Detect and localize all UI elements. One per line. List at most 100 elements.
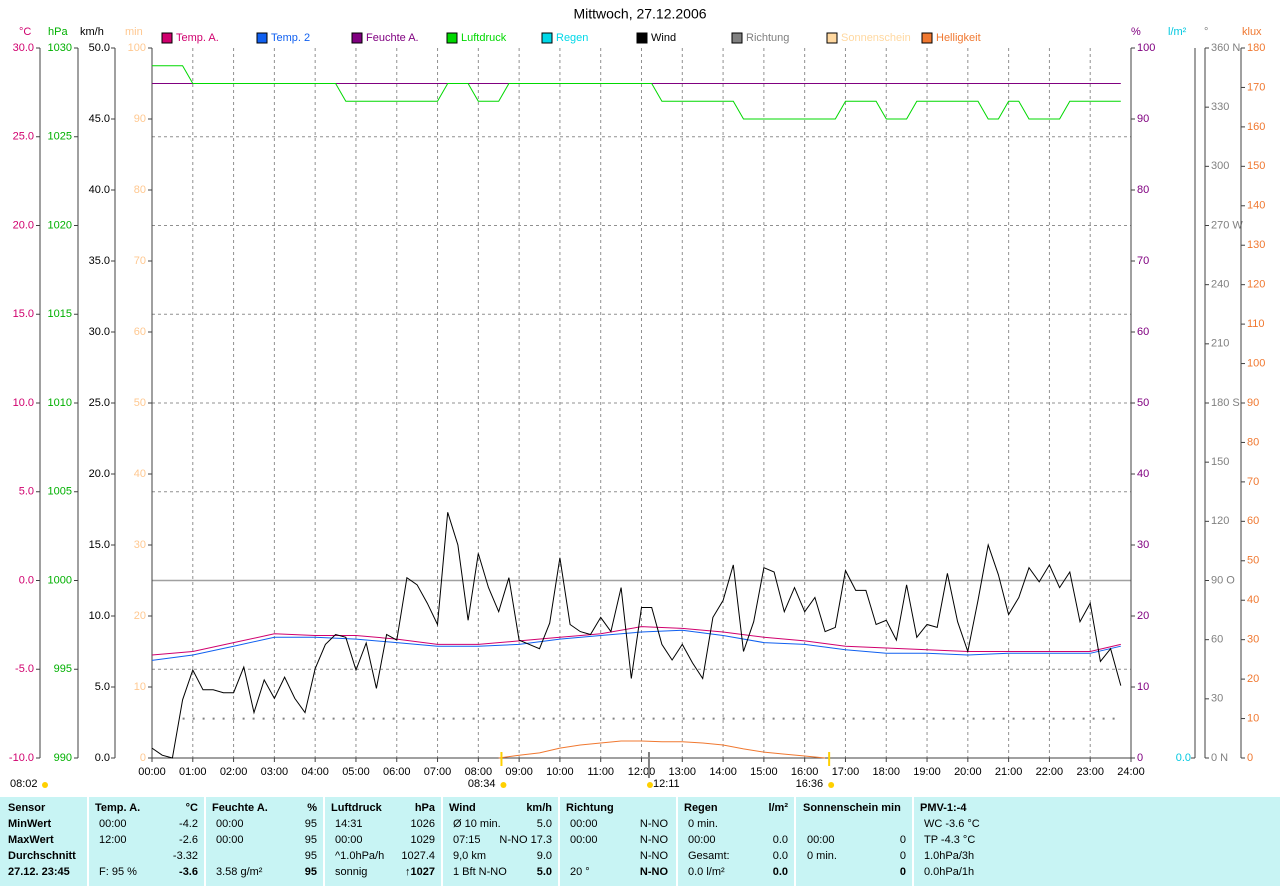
sun-label: 08:34 <box>468 778 496 790</box>
cell-left: 00:00 <box>807 834 835 846</box>
x-tick-label: 12:00 <box>628 766 656 778</box>
series-line <box>498 740 826 759</box>
cell-right: -3.6 <box>179 866 198 878</box>
y-tick-label: 20 <box>1137 610 1149 622</box>
cell-left: 0.0 l/m² <box>688 866 725 878</box>
column-unit: % <box>307 802 317 814</box>
chart-title: Mittwoch, 27.12.2006 <box>573 6 706 22</box>
y-tick-label: 0.0 <box>1176 752 1191 764</box>
x-tick-label: 20:00 <box>954 766 982 778</box>
column-title: Feuchte A. <box>212 802 268 814</box>
y-tick-label: 50 <box>1247 555 1259 567</box>
y-tick-label: 60 <box>134 326 146 338</box>
series-line <box>151 629 1121 661</box>
y-tick-label: 1020 <box>48 219 72 231</box>
y-tick-label: 0 <box>1247 752 1253 764</box>
series-line <box>152 65 1121 120</box>
cell-right: 1026 <box>411 818 435 830</box>
legend-label: Temp. 2 <box>271 32 310 44</box>
y-tick-label: 15.0 <box>89 539 110 551</box>
cell-left: 00:00 <box>570 818 598 830</box>
axis-unit: ° <box>1204 26 1208 38</box>
legend-label: Luftdruck <box>461 32 507 44</box>
y-tick-label: 10 <box>1247 712 1259 724</box>
y-tick-label: 80 <box>134 184 146 196</box>
y-tick-label: 990 <box>54 752 72 764</box>
y-tick-label: 40 <box>1137 468 1149 480</box>
cell-left: 20 ° <box>570 866 590 878</box>
cell-left: 0 min. <box>807 850 837 862</box>
y-tick-label: 30 <box>1211 693 1223 705</box>
cell-right: 5.0 <box>537 866 552 878</box>
y-tick-label: 130 <box>1247 239 1265 251</box>
cell-left: F: 95 % <box>99 866 137 878</box>
y-tick-label: 5.0 <box>95 681 110 693</box>
y-tick-label: 60 <box>1247 515 1259 527</box>
y-tick-label: 10.0 <box>89 610 110 622</box>
y-tick-label: 140 <box>1247 200 1265 212</box>
x-tick-label: 01:00 <box>179 766 207 778</box>
column-title: Sonnenschein min <box>803 802 901 814</box>
y-tick-label: 1010 <box>48 397 72 409</box>
y-tick-label: 70 <box>1247 476 1259 488</box>
cell-right: 95 <box>305 850 317 862</box>
column-title: Regen <box>684 802 718 814</box>
row-label: MinWert <box>8 818 52 830</box>
axis-unit: l/m² <box>1168 26 1187 38</box>
cell-left: 14:31 <box>335 818 363 830</box>
y-tick-label: 70 <box>134 255 146 267</box>
axis-unit: km/h <box>80 26 104 38</box>
y-tick-label: 210 <box>1211 338 1229 350</box>
y-tick-label: 30.0 <box>13 42 34 54</box>
y-tick-label: 1000 <box>48 574 72 586</box>
x-tick-label: 07:00 <box>424 766 452 778</box>
cell-right: -4.2 <box>179 818 198 830</box>
y-tick-label: 180 S <box>1211 397 1240 409</box>
x-tick-label: 18:00 <box>872 766 900 778</box>
cell-left: WC -3.6 °C <box>924 818 980 830</box>
y-tick-label: 50 <box>1137 397 1149 409</box>
y-tick-label: 360 N <box>1211 42 1240 54</box>
cell-left: 0.0hPa/1h <box>924 866 974 878</box>
y-tick-label: -5.0 <box>15 663 34 675</box>
cell-right: 95 <box>305 818 317 830</box>
legend-label: Sonnenschein <box>841 32 911 44</box>
y-tick-label: 10.0 <box>13 397 34 409</box>
cell-right: 95 <box>305 834 317 846</box>
cell-right: 1027.4 <box>401 850 435 862</box>
cell-left: 1.0hPa/3h <box>924 850 974 862</box>
y-tick-label: 170 <box>1247 81 1265 93</box>
cell-right: 1029 <box>411 834 435 846</box>
y-tick-label: 1025 <box>48 131 72 143</box>
legend-swatch <box>636 32 648 44</box>
x-tick-label: 13:00 <box>669 766 697 778</box>
y-tick-label: 300 <box>1211 160 1229 172</box>
cell-right: N-NO <box>640 850 669 862</box>
x-tick-label: 14:00 <box>709 766 737 778</box>
y-tick-label: 40.0 <box>89 184 110 196</box>
cell-right: N-NO <box>640 818 669 830</box>
cell-right: 0.0 <box>773 866 788 878</box>
y-tick-label: 0 <box>1137 752 1143 764</box>
sun-label: 12:11 <box>653 778 680 790</box>
y-tick-label: 150 <box>1247 160 1265 172</box>
cell-right: N-NO <box>640 866 669 878</box>
y-tick-label: 100 <box>1137 42 1155 54</box>
x-tick-label: 16:00 <box>791 766 819 778</box>
y-tick-label: 80 <box>1137 184 1149 196</box>
cell-left: 00:00 <box>216 818 244 830</box>
cell-right: ↑1027 <box>405 866 435 878</box>
x-tick-label: 22:00 <box>1036 766 1064 778</box>
legend-label: Richtung <box>746 32 789 44</box>
legend-swatch <box>256 32 268 44</box>
row-label: MaxWert <box>8 834 54 846</box>
cell-left: 00:00 <box>335 834 363 846</box>
y-tick-label: 1030 <box>48 42 72 54</box>
y-tick-label: 150 <box>1211 456 1229 468</box>
y-tick-label: 30 <box>1137 539 1149 551</box>
y-tick-label: 100 <box>1247 357 1265 369</box>
row-label: 27.12. 23:45 <box>8 866 70 878</box>
x-tick-label: 04:00 <box>301 766 329 778</box>
